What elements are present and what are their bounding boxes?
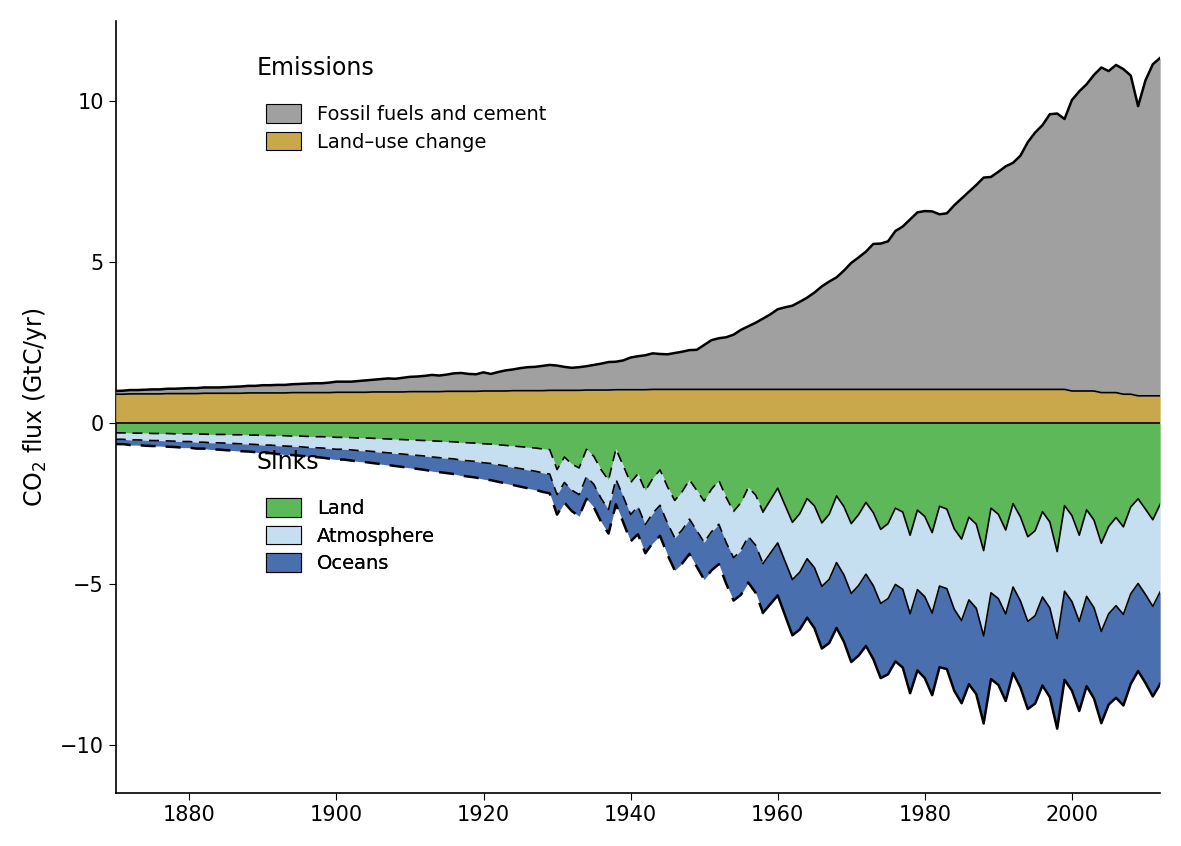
Y-axis label: CO$_2$ flux (GtC/yr): CO$_2$ flux (GtC/yr) xyxy=(21,307,48,507)
Text: Sinks: Sinks xyxy=(256,449,319,474)
Legend: Land, Atmosphere, Oceans: Land, Atmosphere, Oceans xyxy=(267,498,435,574)
Text: Emissions: Emissions xyxy=(256,56,374,80)
